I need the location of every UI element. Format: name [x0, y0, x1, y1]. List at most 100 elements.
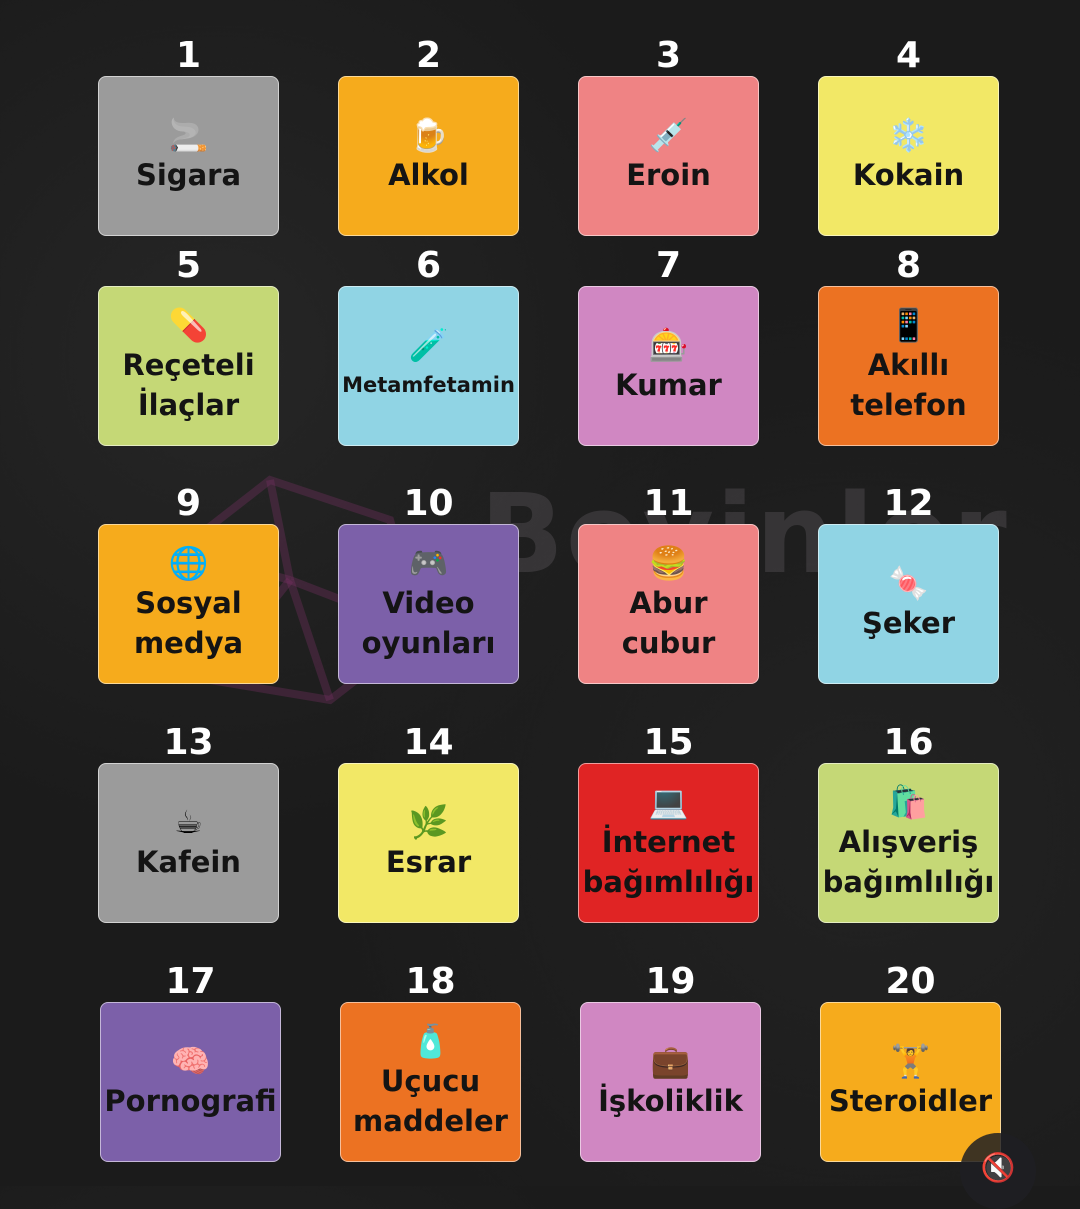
- snowflake-icon: ❄️: [888, 116, 929, 154]
- syringe-icon: 💉: [648, 116, 689, 154]
- addiction-item: 19 💼 İşkoliklik: [580, 962, 761, 1162]
- tile-label: Reçeteli İlaçlar: [122, 348, 255, 422]
- item-number: 11: [643, 483, 694, 524]
- tile-label: Metamfetamin: [342, 373, 515, 397]
- tile-label: Şeker: [861, 606, 956, 640]
- addiction-item: 14 🌿 Esrar: [338, 723, 519, 923]
- addiction-tile: 💼 İşkoliklik: [580, 1002, 761, 1162]
- item-number: 3: [655, 35, 682, 76]
- addiction-item: 9 🌐 Sosyal medya: [98, 484, 279, 684]
- addiction-item: 17 🧠 Pornografi: [100, 962, 281, 1162]
- tile-label: Alkol: [388, 158, 469, 192]
- tile-label: Abur cubur: [621, 586, 716, 660]
- cigarette-icon: 🚬: [168, 116, 209, 154]
- item-number: 20: [885, 961, 936, 1002]
- addiction-item: 6 🧪 Metamfetamin: [338, 246, 519, 446]
- addiction-tile: 🧴 Uçucu maddeler: [340, 1002, 521, 1162]
- test-tube-icon: 🧪: [408, 326, 449, 364]
- addiction-tile: 🚬 Sigara: [98, 76, 279, 236]
- addiction-tile: 🎰 Kumar: [578, 286, 759, 446]
- briefcase-icon: 💼: [650, 1042, 691, 1080]
- laptop-icon: 💻: [648, 783, 689, 821]
- item-number: 14: [403, 722, 454, 763]
- addiction-item: 12 🍬 Şeker: [818, 484, 999, 684]
- addiction-tile: 🏋️ Steroidler: [820, 1002, 1001, 1162]
- addiction-item: 11 🍔 Abur cubur: [578, 484, 759, 684]
- item-number: 8: [895, 245, 922, 286]
- addiction-tile: 🛍️ Alışveriş bağımlılığı: [818, 763, 999, 923]
- addiction-tile: 🍔 Abur cubur: [578, 524, 759, 684]
- item-number: 1: [175, 35, 202, 76]
- tile-label: Pornografi: [104, 1084, 277, 1118]
- tile-label: Video oyunları: [361, 586, 496, 660]
- item-number: 6: [415, 245, 442, 286]
- tile-label: Esrar: [385, 845, 472, 879]
- addiction-tile: 🍺 Alkol: [338, 76, 519, 236]
- brain-icon: 🧠: [170, 1042, 211, 1080]
- smartphone-icon: 📱: [888, 306, 929, 344]
- addiction-tile: 📱 Akıllı telefon: [818, 286, 999, 446]
- tile-label: Kafein: [136, 845, 241, 879]
- item-number: 10: [403, 483, 454, 524]
- item-number: 9: [175, 483, 202, 524]
- item-number: 16: [883, 722, 934, 763]
- addiction-item: 1 🚬 Sigara: [98, 36, 279, 236]
- tile-label: Sosyal medya: [133, 586, 244, 660]
- addiction-item: 2 🍺 Alkol: [338, 36, 519, 236]
- candy-icon: 🍬: [888, 564, 929, 602]
- addiction-item: 13 ☕ Kafein: [98, 723, 279, 923]
- item-number: 13: [163, 722, 214, 763]
- addiction-item: 3 💉 Eroin: [578, 36, 759, 236]
- item-number: 7: [655, 245, 682, 286]
- addiction-tile: 🌿 Esrar: [338, 763, 519, 923]
- tile-label: Akıllı telefon: [850, 348, 967, 422]
- addiction-item: 18 🧴 Uçucu maddeler: [340, 962, 521, 1162]
- addiction-tile: ❄️ Kokain: [818, 76, 999, 236]
- gamepad-icon: 🎮: [408, 544, 449, 582]
- slot-machine-icon: 🎰: [648, 326, 689, 364]
- addiction-tile: 🌐 Sosyal medya: [98, 524, 279, 684]
- tile-label: Kokain: [852, 158, 965, 192]
- weightlifter-icon: 🏋️: [890, 1042, 931, 1080]
- item-number: 4: [895, 35, 922, 76]
- muted-speaker-icon: 🔇: [980, 1151, 1016, 1184]
- addiction-tile: 🧠 Pornografi: [100, 1002, 281, 1162]
- item-number: 15: [643, 722, 694, 763]
- shopping-bags-icon: 🛍️: [888, 783, 929, 821]
- mute-button[interactable]: 🔇: [960, 1133, 1036, 1209]
- bottle-icon: 🧴: [410, 1022, 451, 1060]
- addiction-item: 15 💻 İnternet bağımlılığı: [578, 723, 759, 923]
- addiction-item: 16 🛍️ Alışveriş bağımlılığı: [818, 723, 999, 923]
- addiction-item: 10 🎮 Video oyunları: [338, 484, 519, 684]
- item-number: 17: [165, 961, 216, 1002]
- addiction-tile: 💉 Eroin: [578, 76, 759, 236]
- addiction-tile: ☕ Kafein: [98, 763, 279, 923]
- addiction-tile: 💻 İnternet bağımlılığı: [578, 763, 759, 923]
- herb-icon: 🌿: [408, 803, 449, 841]
- addiction-tile: 🧪 Metamfetamin: [338, 286, 519, 446]
- beer-icon: 🍺: [408, 116, 449, 154]
- tile-label: Sigara: [135, 158, 242, 192]
- tile-label: İnternet bağımlılığı: [582, 825, 755, 899]
- tile-label: Uçucu maddeler: [353, 1064, 508, 1138]
- tile-label: Eroin: [626, 158, 711, 192]
- addiction-tile: 💊 Reçeteli İlaçlar: [98, 286, 279, 446]
- tile-label: İşkoliklik: [598, 1084, 743, 1118]
- addiction-item: 7 🎰 Kumar: [578, 246, 759, 446]
- item-number: 12: [883, 483, 934, 524]
- tile-label: Kumar: [615, 368, 722, 402]
- addiction-item: 4 ❄️ Kokain: [818, 36, 999, 236]
- coffee-icon: ☕: [174, 803, 203, 841]
- tile-label: Alışveriş bağımlılığı: [822, 825, 995, 899]
- addiction-tile: 🎮 Video oyunları: [338, 524, 519, 684]
- addiction-tile: 🍬 Şeker: [818, 524, 999, 684]
- addiction-item: 8 📱 Akıllı telefon: [818, 246, 999, 446]
- burger-icon: 🍔: [648, 544, 689, 582]
- item-number: 19: [645, 961, 696, 1002]
- addiction-item: 20 🏋️ Steroidler: [820, 962, 1001, 1162]
- tile-label: Steroidler: [828, 1084, 993, 1118]
- item-number: 18: [405, 961, 456, 1002]
- item-number: 2: [415, 35, 442, 76]
- item-number: 5: [175, 245, 202, 286]
- addiction-item: 5 💊 Reçeteli İlaçlar: [98, 246, 279, 446]
